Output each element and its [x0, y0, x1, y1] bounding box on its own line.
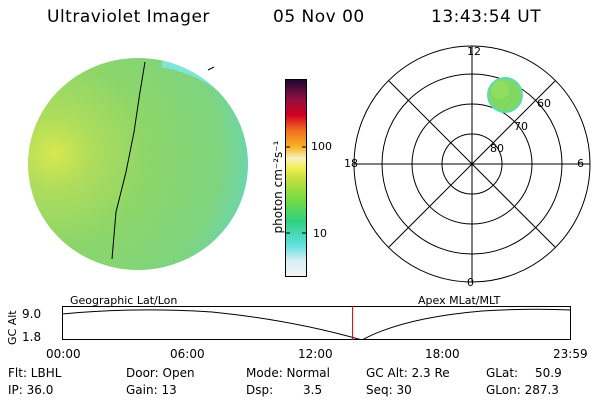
dsp-info-label: Dsp: — [246, 383, 274, 397]
glon-info: GLon: 287.3 — [486, 383, 559, 397]
mlt-label-6: 6 — [577, 157, 584, 170]
mlt-label-18: 18 — [344, 157, 358, 170]
geographic-title: Geographic Lat/Lon — [70, 294, 178, 307]
colorbar — [285, 79, 307, 277]
meridian-line — [111, 61, 146, 260]
glat-info-value: 50.9 — [535, 366, 562, 380]
mlat-label-80: 80 — [490, 142, 504, 155]
colorbar-tick-10: 10 — [313, 227, 327, 240]
alt-ytick-top: 9.0 — [22, 307, 42, 321]
colorbar-units-label: photon cm⁻²s⁻¹ — [271, 140, 285, 234]
alt-xtick-2: 12:00 — [298, 347, 333, 361]
seq-info: Seq: 30 — [366, 383, 412, 397]
uv-earth-image — [28, 58, 248, 270]
alt-xtick-3: 18:00 — [425, 347, 460, 361]
flt-info: Flt: LBHL — [8, 366, 62, 380]
apex-title: Apex MLat/MLT — [418, 294, 501, 307]
mode-info: Mode: Normal — [246, 366, 330, 380]
gain-info: Gain: 13 — [126, 383, 177, 397]
mlat-label-70: 70 — [514, 120, 528, 133]
alt-xtick-1: 06:00 — [170, 347, 205, 361]
polar-mlat-mlt-plot — [353, 45, 591, 283]
altitude-timeline-plot — [62, 306, 571, 340]
dsp-info-value: 3.5 — [303, 383, 323, 397]
mlt-label-0: 0 — [467, 276, 474, 289]
ip-info: IP: 36.0 — [8, 383, 54, 397]
alt-xtick-4: 23:59 — [553, 347, 588, 361]
alt-ytick-bottom: 1.8 — [22, 330, 42, 344]
alt-xtick-0: 00:00 — [46, 347, 81, 361]
glat-info-label: GLat: — [486, 366, 519, 380]
mlt-label-12: 12 — [467, 45, 481, 58]
gc-alt-info: GC Alt: 2.3 Re — [366, 366, 450, 380]
altitude-curve — [62, 308, 571, 340]
colorbar-tick-100: 100 — [311, 140, 332, 153]
door-info: Door: Open — [126, 366, 195, 380]
mlat-label-60: 60 — [537, 97, 551, 110]
time-label: 13:43:54 UT — [431, 7, 542, 27]
instrument-title: Ultraviolet Imager — [47, 7, 210, 27]
date-label: 05 Nov 00 — [273, 7, 365, 27]
gc-alt-axis-label: GC Alt — [6, 310, 19, 345]
